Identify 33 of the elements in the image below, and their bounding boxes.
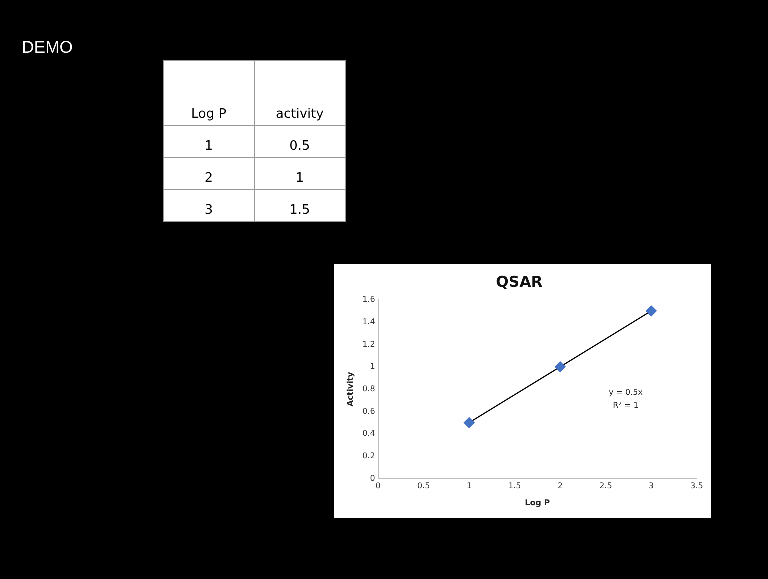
text: 1	[254, 158, 346, 190]
text: 0.5	[254, 126, 346, 158]
x-tick-label: 1.5	[508, 482, 522, 491]
y-tick-label: 1.4	[362, 317, 376, 326]
x-tick-label: 2.5	[600, 482, 612, 491]
x-axis-title: Log P	[525, 498, 550, 508]
y-tick-label: 0.8	[362, 384, 376, 394]
y-tick-label: 0.2	[362, 452, 376, 461]
text: 1.5	[254, 190, 346, 222]
y-tick-label: 1.6	[362, 295, 376, 304]
x-tick-label: 3.5	[690, 482, 704, 491]
text: activity	[254, 60, 346, 126]
point	[646, 306, 657, 317]
text: Log P	[164, 60, 254, 126]
x-tick-label: 2	[558, 482, 563, 491]
y-tick-label: 0	[370, 474, 376, 483]
x-tick-label: 3	[648, 482, 654, 491]
point	[554, 362, 566, 373]
y-axis-title: Activity	[346, 371, 355, 407]
y-tick-label: 0.6	[362, 406, 376, 416]
annotation: R² = 1	[613, 400, 639, 410]
text: 3	[164, 190, 254, 222]
text: 2	[164, 158, 254, 190]
annotation: y = 0.5x	[608, 388, 644, 397]
x-tick-label: 0.5	[417, 482, 430, 491]
chart-title: QSAR	[496, 272, 544, 291]
point	[464, 417, 475, 428]
y-tick-label: 0.4	[362, 429, 376, 438]
y-tick-label: 1.2	[362, 340, 376, 349]
text: DEMO	[22, 38, 73, 58]
text: 1	[164, 126, 254, 158]
x-tick-label: 1	[466, 482, 472, 491]
y-tick-label: 1	[370, 362, 376, 372]
